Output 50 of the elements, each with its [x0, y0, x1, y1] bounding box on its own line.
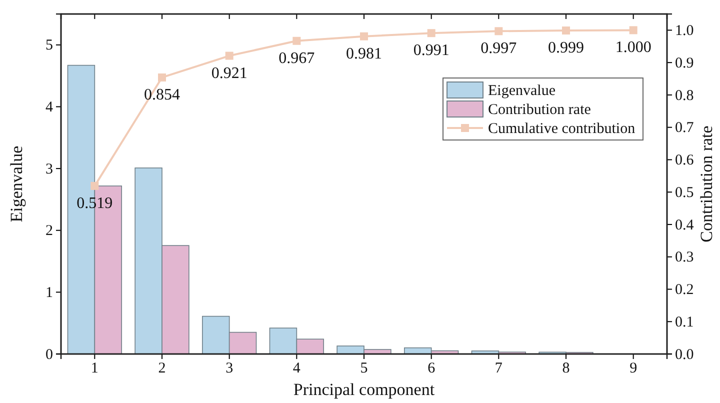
- point: [629, 26, 638, 34]
- legend-label: Contribution rate: [488, 102, 592, 118]
- y2-tick-label: 1.0: [675, 22, 694, 39]
- y-tick-label: 2: [46, 223, 53, 240]
- data-label: 0.921: [211, 64, 248, 82]
- x-tick-label: 6: [428, 360, 436, 377]
- y2-tick-label: 0.5: [675, 184, 694, 201]
- x-axis-title: Principal component: [293, 380, 435, 399]
- y2-tick-label: 0.8: [675, 88, 694, 104]
- data-label: 0.854: [144, 86, 180, 104]
- data-label: 0.981: [346, 45, 382, 62]
- y2-tick-label: 0.9: [675, 55, 694, 72]
- point: [494, 27, 503, 36]
- data-label: 0.967: [278, 50, 315, 67]
- point: [225, 52, 234, 60]
- y2-tick-label: 0.7: [675, 120, 694, 136]
- y-tick-label: 1: [46, 284, 53, 301]
- x-tick-label: 9: [630, 360, 638, 377]
- x-tick-label: 3: [226, 360, 234, 377]
- y-tick-label: 0: [46, 346, 53, 363]
- x-tick-label: 7: [494, 360, 503, 377]
- x-tick-label: 8: [562, 360, 570, 377]
- data-label: 0.997: [480, 40, 517, 58]
- y-tick-label: 4: [46, 100, 54, 116]
- legend-label: Eigenvalue: [488, 83, 556, 99]
- y-tick-label: 5: [46, 38, 53, 54]
- y-axis-title: Eigenvalue: [7, 146, 26, 222]
- y2-tick-label: 0.0: [675, 346, 694, 363]
- x-tick-label: 1: [90, 360, 98, 377]
- point: [158, 73, 166, 82]
- x-tick-label: 4: [292, 360, 301, 377]
- point: [292, 36, 301, 45]
- legend-label: Cumulative contribution: [488, 121, 636, 137]
- point: [360, 32, 368, 40]
- y2-tick-label: 0.1: [675, 314, 694, 330]
- data-label: 0.991: [413, 42, 450, 60]
- x-tick-label: 5: [360, 360, 368, 377]
- y2-tick-label: 0.2: [675, 282, 694, 298]
- y2-tick-label: 0.6: [675, 152, 694, 169]
- data-label: 0.999: [548, 40, 584, 57]
- data-label: 0.519: [76, 194, 113, 212]
- y-tick-label: 3: [46, 161, 53, 178]
- y2-axis-title: Contribution rate: [697, 126, 716, 242]
- data-label: 1.000: [615, 39, 652, 56]
- x-tick-label: 2: [158, 360, 166, 377]
- y2-tick-label: 0.4: [675, 217, 694, 234]
- point: [90, 182, 99, 190]
- y2-tick-label: 0.3: [675, 250, 694, 266]
- point: [427, 29, 436, 38]
- point: [562, 26, 570, 35]
